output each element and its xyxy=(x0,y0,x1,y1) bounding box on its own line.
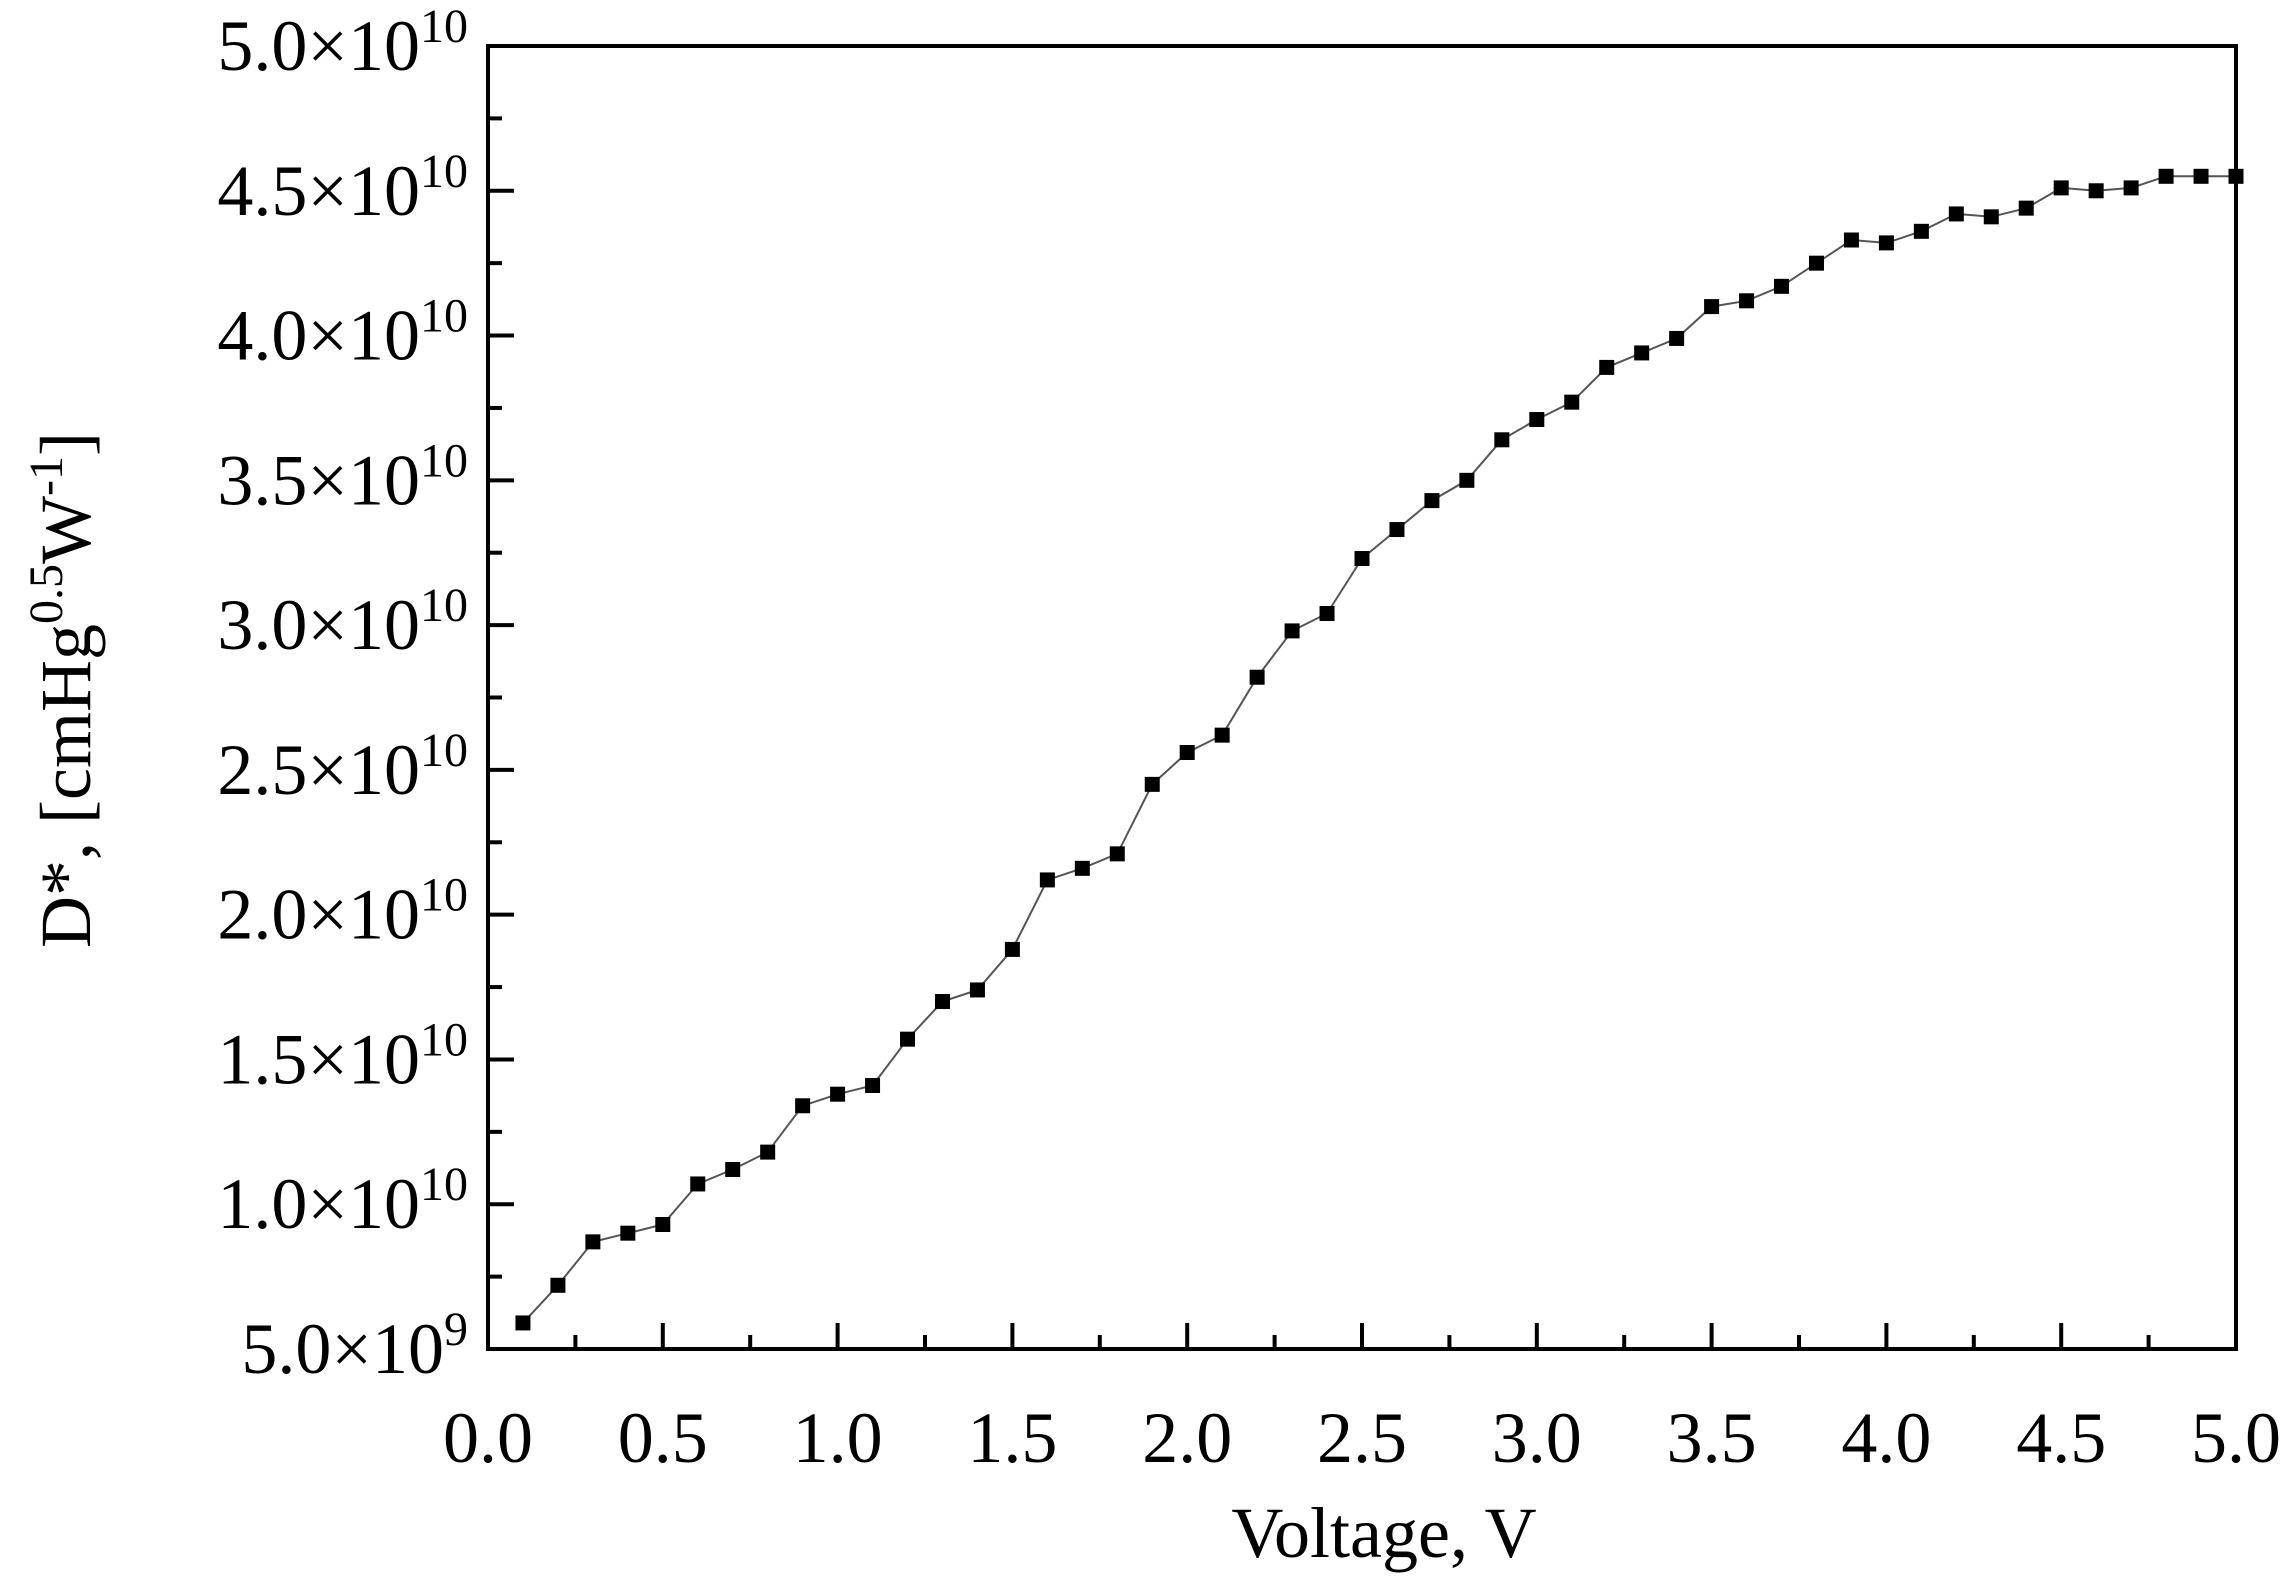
major-ticks xyxy=(486,44,2238,1351)
y-tick-label: 3.5×1010 xyxy=(217,434,468,520)
data-point xyxy=(1808,255,1824,271)
data-point xyxy=(2123,180,2139,196)
data-point xyxy=(1109,846,1125,862)
data-point xyxy=(1843,232,1859,248)
data-markers xyxy=(515,168,2244,1331)
data-point xyxy=(2018,200,2034,216)
y-tick-label: 4.5×1010 xyxy=(217,145,468,231)
x-tick-label: 5.0 xyxy=(2191,1398,2281,1478)
data-point xyxy=(1284,623,1300,639)
data-point xyxy=(585,1234,601,1250)
data-point xyxy=(2053,180,2069,196)
data-point xyxy=(1494,432,1510,448)
data-point xyxy=(1774,278,1790,294)
data-point xyxy=(690,1176,706,1192)
y-tick-label: 3.0×1010 xyxy=(217,579,468,665)
y-tick-label: 5.0×109 xyxy=(241,1303,468,1389)
data-point xyxy=(1913,223,1929,239)
y-axis-title-mid: W xyxy=(26,496,106,564)
data-point xyxy=(1529,412,1545,428)
data-point xyxy=(725,1161,741,1177)
data-point xyxy=(1983,209,1999,225)
data-point xyxy=(1878,235,1894,251)
data-point xyxy=(2193,168,2209,184)
y-axis-title-main: D*, [cmHg xyxy=(26,624,106,948)
data-point xyxy=(934,994,950,1010)
y-tick-label: 2.0×1010 xyxy=(217,869,468,955)
data-point xyxy=(1004,941,1020,957)
data-point xyxy=(1179,745,1195,761)
x-tick-label: 0.0 xyxy=(443,1398,533,1478)
data-point xyxy=(2228,168,2244,184)
data-point xyxy=(1424,493,1440,509)
x-tick-label: 0.5 xyxy=(618,1398,708,1478)
series-polyline xyxy=(522,175,2236,1324)
y-axis-title-sup2: -1 xyxy=(20,456,73,496)
data-point xyxy=(515,1315,531,1331)
data-point xyxy=(1669,330,1685,346)
y-axis-title-end: ] xyxy=(26,432,106,456)
data-point xyxy=(865,1078,881,1094)
minor-ticks xyxy=(488,116,2151,1349)
x-tick-label: 4.5 xyxy=(2016,1398,2106,1478)
data-point xyxy=(1599,359,1615,375)
data-point xyxy=(2158,168,2174,184)
data-point xyxy=(900,1031,916,1047)
data-point xyxy=(1144,776,1160,792)
data-point xyxy=(1074,860,1090,876)
x-tick-label: 4.0 xyxy=(1841,1398,1931,1478)
data-point xyxy=(760,1144,776,1160)
y-axis-title-sup1: 0.5 xyxy=(20,564,73,624)
x-tick-label: 3.0 xyxy=(1492,1398,1582,1478)
data-point xyxy=(1634,345,1650,361)
x-tick-label: 1.0 xyxy=(793,1398,883,1478)
y-tick-label: 2.5×1010 xyxy=(217,724,468,810)
data-point xyxy=(1739,293,1755,309)
data-point xyxy=(969,982,985,998)
y-axis-title: D*, [cmHg0.5W-1] xyxy=(20,432,106,948)
x-axis-title: Voltage, V xyxy=(1231,1493,1536,1573)
data-point xyxy=(1319,606,1335,622)
data-point xyxy=(1039,872,1055,888)
data-point xyxy=(1354,551,1370,567)
y-tick-label: 4.0×1010 xyxy=(217,290,468,376)
data-point xyxy=(2088,183,2104,199)
x-tick-label: 2.5 xyxy=(1317,1398,1407,1478)
x-tick-label: 3.5 xyxy=(1667,1398,1757,1478)
data-point xyxy=(655,1216,671,1232)
y-tick-label: 1.5×1010 xyxy=(217,1013,468,1099)
y-tick-labels: 5.0×109 1.0×1010 1.5×1010 2.0×1010 2.5×1010 3… xyxy=(217,0,468,1389)
data-point xyxy=(830,1086,846,1102)
data-point xyxy=(1564,394,1580,410)
data-point xyxy=(620,1225,636,1241)
data-point xyxy=(550,1277,566,1293)
data-point xyxy=(795,1098,811,1114)
data-point xyxy=(1459,472,1475,488)
x-tick-label: 1.5 xyxy=(967,1398,1057,1478)
plot-frame xyxy=(486,44,2238,1351)
data-point xyxy=(1249,669,1265,685)
data-point xyxy=(1948,206,1964,222)
data-point xyxy=(1214,727,1230,743)
data-point xyxy=(1704,299,1720,315)
data-point xyxy=(1389,522,1405,538)
x-tick-labels: 0.0 0.5 1.0 1.5 2.0 2.5 3.0 3.5 4.0 4.5 5.0 xyxy=(443,1398,2281,1478)
series-line xyxy=(522,175,2236,1324)
x-tick-label: 2.0 xyxy=(1142,1398,1232,1478)
y-tick-label: 5.0×1010 xyxy=(217,0,468,86)
y-tick-label: 1.0×1010 xyxy=(217,1158,468,1244)
